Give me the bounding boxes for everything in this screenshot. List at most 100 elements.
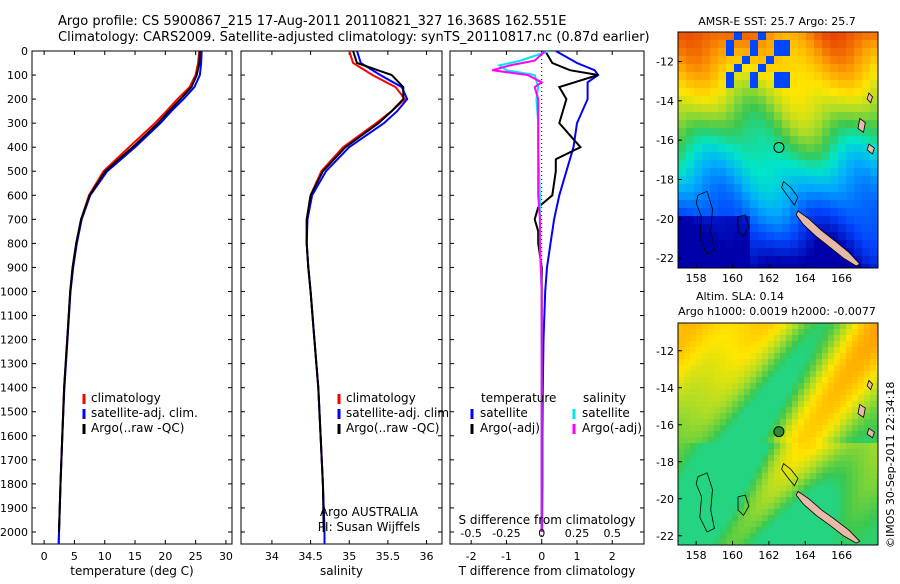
island-new-caledonia [795,210,861,267]
map-y-tick-label: -20 [656,493,674,506]
y-tick-label: 0 [21,45,28,58]
legend-title-salinity: salinity [583,391,626,405]
map-frame [677,31,879,269]
imos-stamp: ©IMOS 30-Sep-2011 22:34:18 [884,382,897,548]
x-tick-label: 30 [219,550,233,563]
legend-label: climatology [91,391,161,405]
map-y-tick-label: -14 [656,382,674,395]
map-field [678,323,878,545]
y-tick-label: 1800 [0,478,28,491]
series-line-argo-raw-qc- [305,51,405,533]
map-x-tick-label: 158 [686,549,707,562]
x-tick-label: 15 [128,550,142,563]
temperature-plot: 0100200300400500600700800900100011001200… [0,45,233,578]
legend-title-temperature: temperature [481,391,556,405]
x2-tick-label: 0.5 [604,527,622,540]
map-y-tick-label: -14 [656,95,674,108]
legend-label: Argo(..raw -QC) [91,421,184,435]
map-x-tick-label: 164 [795,549,816,562]
map-x-tick-label: 162 [758,272,779,285]
y-tick-label: 1200 [0,334,28,347]
island-reef-west-1 [695,190,715,255]
y-tick-label: 800 [7,237,28,250]
island-vanuatu-1 [857,117,866,133]
x2-axis-label: S difference from climatology [459,513,636,527]
x2-tick-label: -0.5 [460,527,481,540]
y-tick-label: 500 [7,165,28,178]
x2-tick-label: 0 [538,527,545,540]
map-x-tick-label: 160 [722,549,743,562]
x-tick-label: -2 [466,550,477,563]
x-tick-label: 0 [538,550,545,563]
sst-map-plot: 158 160 162 164 166 -12 -14 -16 -18 -20 -22 [656,31,879,285]
legend-label: satellite [582,406,630,420]
y-tick-label: 1700 [0,454,28,467]
series-line-argo-raw-qc- [58,51,201,533]
x-tick-label: 1 [573,550,580,563]
y-tick-label: 900 [7,261,28,274]
series-group [492,51,600,544]
plot-frame [31,50,233,545]
x-axis-label: T difference from climatology [458,564,636,578]
y-tick-label: 1600 [0,430,28,443]
argo-position-marker [773,141,785,153]
map-y-tick-label: -18 [656,174,674,187]
map-x-tick-label: 160 [722,272,743,285]
island-vanuatu-3 [866,379,873,391]
sst-map-title: AMSR-E SST: 25.7 Argo: 25.7 [698,15,856,28]
plot-frame [240,50,443,545]
island-vanuatu-3 [866,92,873,104]
x-tick-label: 36 [420,550,434,563]
y-tick-label: 400 [7,141,28,154]
plot-frame [449,50,645,545]
map-x-tick-label: 162 [758,549,779,562]
map-x-tick-label: 166 [831,272,852,285]
x-tick-label: 35 [342,550,356,563]
pi-label: PI: Susan Wijffels [318,520,420,534]
map-y-tick-label: -22 [656,252,674,265]
map-x-tick-label: 164 [795,272,816,285]
sla-map-title-1: Altim. SLA: 0.14 [696,290,784,303]
y-tick-label: 700 [7,213,28,226]
x-tick-label: 5 [71,550,78,563]
y-tick-label: 100 [7,69,28,82]
x-tick-label: -1 [501,550,512,563]
argo-australia-label: Argo AUSTRALIA [320,505,419,519]
x-tick-label: 10 [98,550,112,563]
map-y-tick-label: -16 [656,419,674,432]
y-tick-label: 1400 [0,382,28,395]
legend-label: climatology [346,391,416,405]
difference-plot: -2 -1 0 1 2T difference from climatology -0.5… [449,50,645,578]
island-vanuatu-2 [866,143,875,155]
island-reef-west-2 [737,214,750,238]
header-line2: Climatology: CARS2009. Satellite-adjuste… [58,30,650,45]
x-tick-label: 25 [189,550,203,563]
y-tick-label: 1100 [0,310,28,323]
x-axis-label: salinity [320,564,363,578]
map-y-tick-label: -12 [656,345,674,358]
map-y-tick-label: -20 [656,213,674,226]
x-tick-label: 2 [609,550,616,563]
sla-map-plot: 158 160 162 164 166 -12 -14 -16 -18 -20 -22 [656,322,879,562]
map-frame [677,322,879,546]
legend-label: satellite-adj. clim. [91,406,198,420]
series-group [57,51,203,544]
x2-tick-label: 0.25 [565,527,590,540]
x-tick-label: 34.5 [298,550,323,563]
legend-label: Argo(-adj) [480,421,540,435]
x-tick-label: 34 [265,550,279,563]
legend-label: Argo(..raw -QC) [346,421,439,435]
map-y-tick-label: -12 [656,56,674,69]
header-line1: Argo profile: CS 5900867_215 17-Aug-2011… [58,14,566,29]
y-tick-label: 1900 [0,502,28,515]
x-tick-label: 0 [41,550,48,563]
map-field [678,32,878,268]
island-reef-north [781,462,799,487]
x-tick-label: 35.5 [376,550,401,563]
island-reef-north [781,180,799,206]
x-axis-label: temperature (deg C) [70,564,193,578]
y-tick-label: 200 [7,93,28,106]
map-y-tick-label: -18 [656,456,674,469]
x-tick-label: 20 [158,550,172,563]
